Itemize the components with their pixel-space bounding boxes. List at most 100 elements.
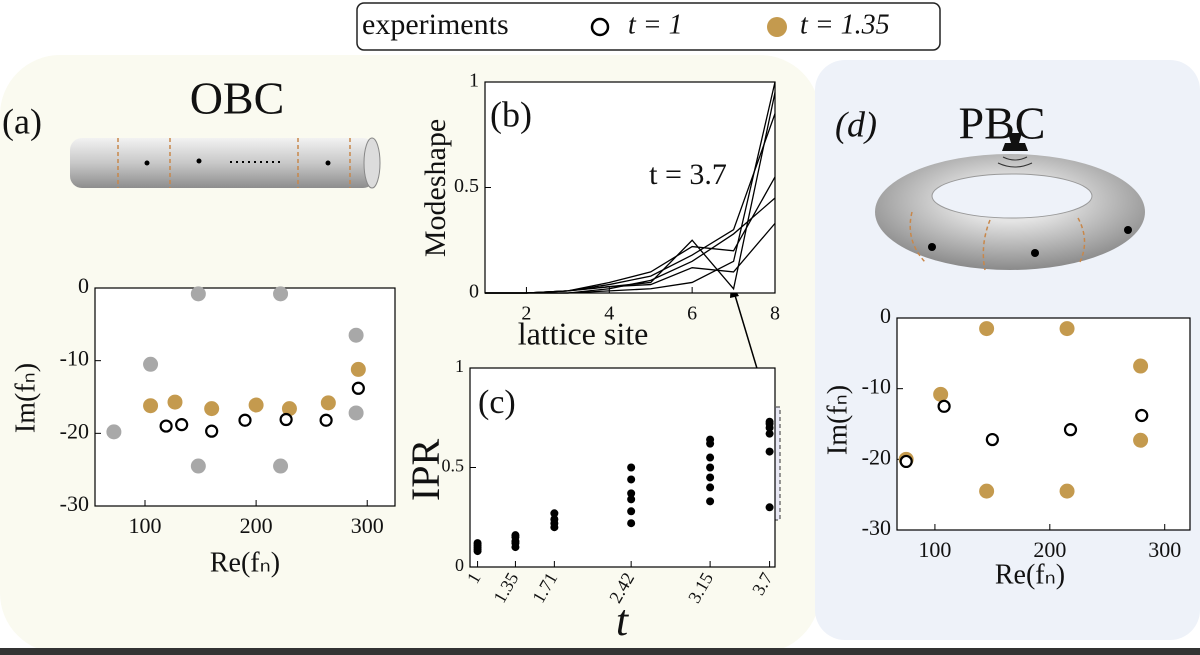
- legend-box: [356, 2, 941, 51]
- x-tick-label: 300: [1148, 537, 1181, 562]
- plot-area: [484, 81, 776, 294]
- point: [273, 458, 289, 474]
- y-axis-label: Modeshape: [419, 119, 452, 257]
- point: [106, 424, 122, 440]
- point: [159, 419, 173, 433]
- point: [473, 539, 482, 548]
- x-tick-label: 6: [687, 303, 697, 325]
- point: [627, 463, 636, 472]
- point: [281, 401, 297, 417]
- tube-illustration: [70, 137, 381, 189]
- annotation: t = 3.7: [649, 158, 727, 191]
- point: [550, 515, 559, 524]
- x-tick-label: 200: [240, 513, 273, 538]
- panel-label: (a): [2, 101, 42, 141]
- point: [765, 429, 774, 438]
- point: [273, 286, 289, 302]
- point: [143, 398, 159, 414]
- point: [511, 531, 520, 540]
- panel-label: (c): [478, 384, 516, 421]
- point: [706, 453, 715, 462]
- point: [1059, 483, 1075, 499]
- point: [765, 503, 774, 512]
- y-tick-label: 0.5: [442, 456, 465, 476]
- point: [204, 401, 220, 417]
- point: [627, 489, 636, 498]
- x-axis-label: Re(fₙ): [210, 547, 280, 578]
- x-axis-label: t: [616, 596, 630, 645]
- x-tick-label: 8: [770, 303, 780, 325]
- bottom-bar: [0, 648, 1200, 655]
- plot-area: [94, 287, 396, 507]
- legend-marker: [767, 17, 787, 37]
- point: [979, 483, 995, 499]
- legend-title: experiments: [362, 8, 509, 41]
- point: [979, 321, 995, 337]
- point: [1059, 321, 1075, 337]
- point: [205, 424, 219, 438]
- point: [550, 509, 559, 518]
- point: [348, 327, 364, 343]
- point: [706, 463, 715, 472]
- torus-illustration: [875, 133, 1145, 271]
- x-axis-label: lattice site: [518, 315, 649, 351]
- point: [190, 286, 206, 302]
- point: [279, 412, 293, 427]
- x-tick-label: 4: [604, 303, 614, 325]
- y-tick-label: 0: [78, 273, 89, 298]
- panel-label: (b): [490, 94, 532, 134]
- y-tick-label: 0: [880, 303, 891, 328]
- line: [485, 222, 776, 294]
- x-tick-label: 200: [1033, 537, 1066, 562]
- y-tick-label: 0.5: [454, 175, 479, 197]
- point: [627, 507, 636, 516]
- point: [190, 458, 206, 474]
- point: [985, 432, 999, 447]
- point: [627, 495, 636, 504]
- legend-label: t = 1: [628, 9, 683, 40]
- point: [765, 447, 774, 456]
- point: [765, 417, 774, 426]
- point: [175, 418, 189, 432]
- x-tick-label: 300: [351, 513, 384, 538]
- y-axis-label: Im(fₙ): [822, 385, 853, 455]
- point: [351, 381, 365, 395]
- y-tick-label: -30: [60, 491, 89, 516]
- legend-label: t = 1.35: [800, 9, 890, 40]
- point: [1135, 408, 1149, 423]
- x-tick-label: 100: [129, 513, 162, 538]
- point: [899, 454, 913, 469]
- point: [706, 473, 715, 482]
- point: [248, 397, 264, 413]
- point: [627, 519, 636, 528]
- y-tick-label: 0: [455, 555, 464, 575]
- panel-label: (d): [835, 104, 877, 144]
- y-tick-label: 1: [469, 70, 479, 92]
- y-tick-label: -30: [862, 515, 891, 540]
- point: [937, 399, 951, 413]
- x-tick-label: 100: [918, 537, 951, 562]
- legend-marker: [590, 17, 610, 37]
- x-axis-label: Re(fₙ): [995, 559, 1065, 590]
- y-tick-label: -20: [60, 418, 89, 443]
- y-tick-label: 0: [469, 281, 479, 303]
- point: [706, 483, 715, 492]
- point: [167, 394, 183, 410]
- point: [1133, 358, 1149, 374]
- point: [320, 395, 336, 411]
- panel-title: PBC: [959, 98, 1046, 149]
- y-tick-label: 1: [455, 356, 464, 376]
- point: [238, 413, 252, 427]
- point: [706, 497, 715, 506]
- point: [350, 361, 366, 377]
- point: [933, 386, 949, 402]
- point: [319, 413, 333, 427]
- point: [627, 475, 636, 484]
- point: [706, 435, 715, 444]
- y-tick-label: -20: [862, 444, 891, 469]
- y-axis-label: Im(fₙ): [10, 363, 41, 433]
- x-tick-label: 2: [521, 303, 531, 325]
- y-tick-label: -10: [60, 346, 89, 371]
- plot-area: [896, 317, 1191, 531]
